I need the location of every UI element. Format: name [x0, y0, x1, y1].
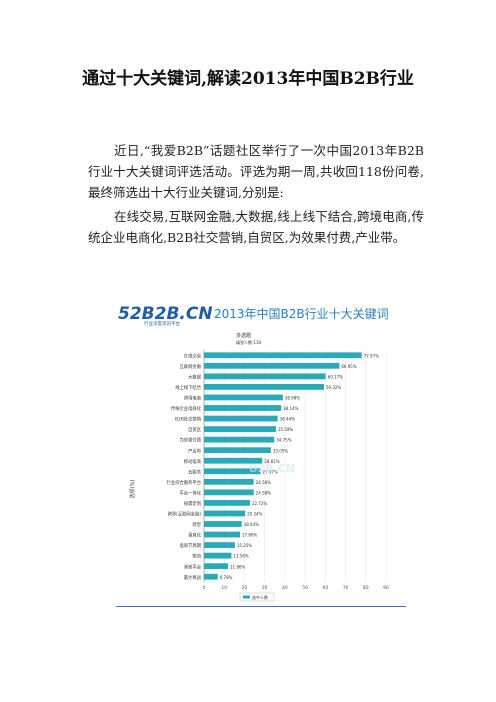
bar — [204, 373, 326, 380]
y-tick-label: 大数据 — [188, 373, 202, 380]
watermark: B2B.CN — [249, 462, 295, 475]
y-tick-label: 自贸区 — [188, 426, 202, 433]
x-tick-label: 40 — [282, 585, 288, 591]
value-label: 36.44% — [280, 417, 295, 422]
y-tick-label: 跨境电商 — [184, 395, 202, 402]
bar — [204, 394, 283, 401]
value-label: 66.95% — [341, 364, 356, 369]
value-label: 38.14% — [283, 406, 298, 411]
x-tick-label: 10 — [221, 585, 227, 591]
keywords-paragraph: 在线交易,互联网金融,大数据,线上线下结合,跨境电商,传统企业电商化,B2B社交… — [88, 209, 424, 245]
bar — [204, 510, 246, 517]
y-tick-label: B2B社交营销 — [175, 416, 202, 423]
x-tick-label: 30 — [262, 585, 268, 591]
keywords-bar-chart: 52B2B.CN 行业深度资讯平台 2013年中国B2B行业十大关键词 多选题 … — [112, 294, 408, 606]
value-label: 24.58% — [256, 490, 271, 495]
legend-label: 选中人数 — [252, 594, 268, 600]
y-tick-label: 产业带 — [188, 447, 202, 454]
chart-subtitle: 多选题 — [236, 332, 251, 339]
value-label: 11.86% — [230, 564, 245, 569]
bar — [204, 457, 263, 464]
value-label: 20.34% — [247, 512, 262, 517]
x-tick-label: 0 — [203, 585, 206, 591]
value-label: 35.59% — [278, 427, 293, 432]
x-tick-label: 70 — [343, 585, 349, 591]
value-label: 28.81% — [264, 459, 279, 464]
value-label: 27.97% — [263, 469, 278, 474]
value-label: 33.05% — [273, 448, 288, 453]
y-tick-label: 传统企业电商化 — [171, 405, 202, 412]
y-tick-label: 云服务 — [188, 468, 202, 475]
y-tick-label: 按需定制 — [184, 500, 201, 507]
value-label: 60.17% — [328, 374, 343, 379]
x-tick-label: 20 — [242, 585, 248, 591]
bar — [204, 362, 340, 369]
bar — [204, 468, 261, 475]
y-tick-label: 移动电商 — [184, 458, 202, 465]
bar — [204, 489, 254, 496]
bar — [204, 552, 232, 559]
y-tick-label: 垂直化 — [188, 532, 202, 539]
value-label: 24.58% — [256, 480, 271, 485]
value-label: 18.64% — [244, 522, 259, 527]
value-label: 22.72% — [252, 501, 267, 506]
y-tick-label: 线上线下结合 — [175, 384, 201, 391]
y-tick-label: 其他平台 — [184, 563, 201, 570]
value-label: 17.80% — [242, 533, 257, 538]
value-label: 13.56% — [233, 554, 248, 559]
bar — [204, 563, 228, 570]
bar — [204, 405, 282, 411]
y-tick-label: 转型 — [192, 521, 201, 528]
bar — [204, 521, 242, 527]
y-tick-label: 在线交易 — [184, 352, 201, 359]
legend-box — [239, 592, 275, 602]
logo-subtext: 行业深度资讯平台 — [144, 320, 180, 327]
site-logo: 52B2B.CN 行业深度资讯平台 — [118, 304, 213, 327]
value-label: 38.98% — [285, 396, 300, 401]
y-tick-label: 电商节周期 — [180, 542, 201, 549]
page-divider — [116, 606, 406, 607]
bar — [204, 542, 235, 548]
bar — [204, 573, 218, 580]
bar — [204, 436, 275, 443]
y-tick-label: 跨界(互联网金融) — [168, 511, 202, 518]
x-tick-label: 50 — [302, 585, 308, 591]
legend-swatch — [243, 595, 250, 599]
value-label: 6.78% — [220, 575, 233, 580]
value-label: 77.97% — [364, 353, 379, 358]
y-tick-label: 平台一体化 — [180, 489, 202, 496]
respondents-label: 填答人数:118 — [236, 339, 261, 345]
logo-text: 52B2B.CN — [118, 304, 213, 324]
y-tick-label: 互联网金融 — [180, 363, 202, 370]
bar — [204, 415, 278, 422]
x-tick-label: 80 — [363, 585, 369, 591]
bar — [204, 478, 254, 485]
plot-area: 0 10 20 30 40 50 60 70 80 90 在线交易 77.97% 互联网金融 66.95%… — [167, 350, 389, 591]
bar — [204, 426, 276, 432]
chart-legend: 选中人数 — [239, 592, 275, 602]
y-axis-label: 选项(%) — [129, 480, 136, 499]
y-tick-label: 行业综合服务平台 — [167, 479, 201, 486]
bar — [204, 384, 324, 390]
document-title: 通过十大关键词,解读2013年中国B2B行业 — [82, 69, 414, 89]
x-tick-label: 90 — [383, 585, 389, 591]
y-tick-label: 最大挑战 — [184, 574, 202, 581]
bar — [204, 531, 240, 538]
bar — [204, 352, 362, 359]
y-tick-label: 为效果付费 — [180, 437, 202, 444]
x-tick-label: 60 — [322, 585, 328, 591]
value-label: 15.25% — [237, 543, 252, 548]
y-tick-label: 物流 — [192, 553, 201, 560]
intro-paragraph: 近日,“我爱B2B”话题社区举行了一次中国2013年B2B行业十大关键词评选活动… — [88, 143, 424, 200]
value-label: 34.75% — [276, 438, 291, 443]
bar — [204, 447, 271, 454]
value-label: 59.32% — [326, 385, 341, 390]
bar — [204, 500, 250, 506]
chart-title: 2013年中国B2B行业十大关键词 — [214, 306, 389, 321]
